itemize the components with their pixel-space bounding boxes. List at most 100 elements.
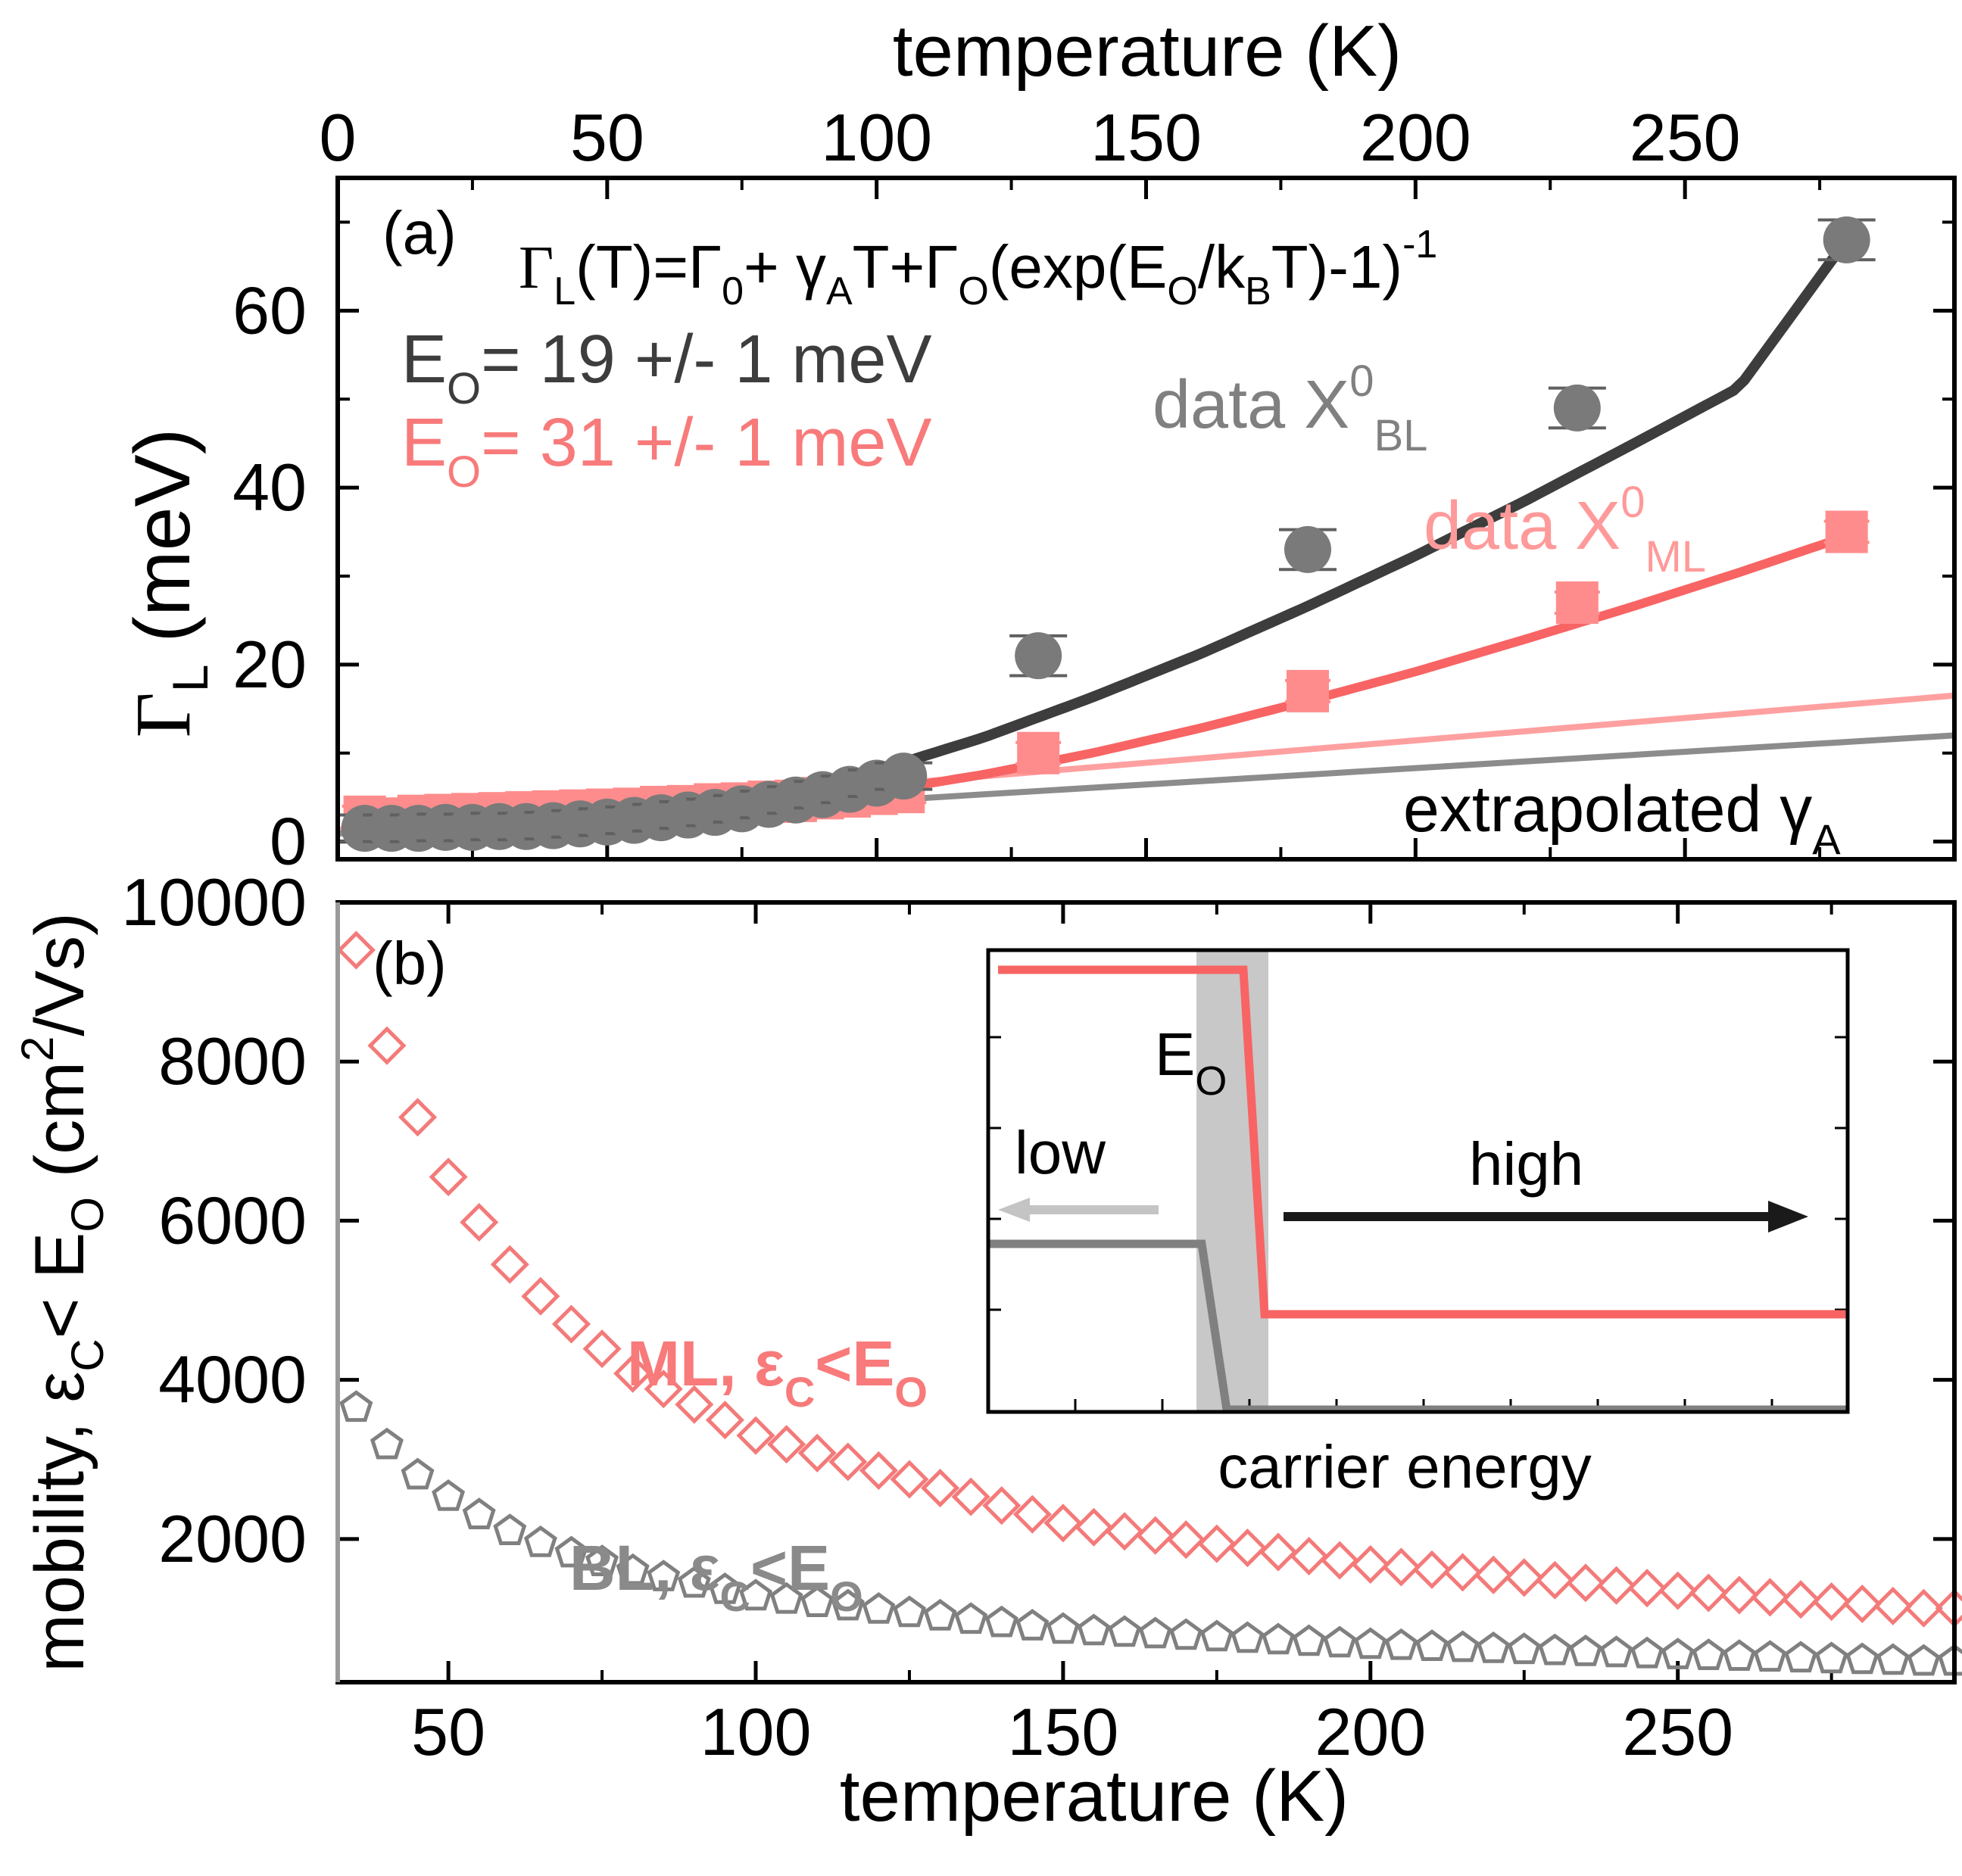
eo-ml-annotation: EO= 31 +/- 1 meV — [401, 405, 931, 497]
ml-mobility-point — [1505, 1558, 1544, 1597]
bl-mobility-point — [1630, 1636, 1664, 1669]
panel-b-y-ticks: 2000 4000 6000 8000 10000 — [121, 865, 1954, 1576]
ml-mobility-point — [613, 1354, 653, 1393]
ml-data-point — [1825, 510, 1868, 553]
ml-mobility-point — [1689, 1573, 1728, 1613]
bl-mobility-point — [923, 1598, 957, 1631]
ml-mobility-point — [951, 1477, 990, 1516]
bl-data-point — [1823, 216, 1870, 263]
svg-text:mobility, εC< EO (cm2/Vs): mobility, εC< EO (cm2/Vs) — [12, 912, 113, 1672]
panel-b: 50 100 150 200 250 2000 4000 6000 8000 10000 tem… — [12, 865, 1962, 1837]
panel-b-x-tick-label: 150 — [1007, 1694, 1118, 1769]
bl-mobility-point — [1538, 1633, 1572, 1666]
bl-data-point — [1553, 384, 1601, 432]
legend-bl-mobility: BL, εC<EO — [569, 1532, 863, 1620]
bl-mobility-point — [1353, 1627, 1387, 1659]
panel-b-x-tick-label: 250 — [1622, 1694, 1733, 1769]
panel-b-y-tick-label: 4000 — [158, 1342, 307, 1417]
ml-mobility-point — [1873, 1586, 1913, 1625]
ml-mobility-point — [982, 1486, 1022, 1525]
bl-mobility-point — [493, 1513, 527, 1545]
ml-mobility-point — [582, 1329, 622, 1369]
ml-mobility-point — [1412, 1550, 1452, 1589]
bl-mobility-point — [1599, 1635, 1633, 1668]
bl-mobility-point — [892, 1595, 926, 1628]
panel-a-frame — [335, 176, 1957, 862]
ml-mobility-point — [490, 1245, 529, 1284]
bl-mobility-point — [1477, 1631, 1511, 1663]
legend-extrapolated-gamma: extrapolated γA — [1403, 773, 1841, 863]
bl-mobility-point — [862, 1592, 896, 1624]
panel-a: temperature (K) 0 50 100 150 200 250 0204060 … — [119, 11, 1957, 879]
ml-mobility-point — [1043, 1504, 1083, 1543]
ml-data-point — [1017, 731, 1060, 774]
bl-mobility-point — [1015, 1609, 1050, 1641]
bl-mobility-point — [554, 1535, 588, 1568]
panel-b-x-tick-label: 50 — [411, 1694, 485, 1769]
ml-mobility-point — [1627, 1569, 1667, 1608]
ml-mobility-point — [1720, 1575, 1759, 1615]
bl-data-point — [1284, 525, 1331, 573]
panel-b-y-axis-label: mobility, εC< EO (cm2/Vs) — [12, 912, 113, 1672]
ml-mobility-point — [398, 1098, 438, 1137]
bl-mobility-point — [1415, 1629, 1449, 1661]
ml-mobility-point — [1781, 1580, 1820, 1619]
legend-data-ml: data X0ML — [1424, 478, 1706, 581]
svg-text:ΓL (meV): ΓL (meV) — [119, 428, 218, 738]
ml-mobility-point — [1443, 1553, 1483, 1592]
ml-mobility-point — [859, 1451, 898, 1490]
ml-mobility-point — [1320, 1541, 1359, 1580]
inset-low-arrowhead — [998, 1198, 1030, 1222]
ml-mobility-point — [429, 1158, 468, 1197]
panel-a-x-tick-label: 0 — [320, 100, 357, 175]
panel-b-y-tick-label: 10000 — [121, 865, 307, 940]
panel-b-x-tick-label: 100 — [700, 1694, 812, 1769]
bl-mobility-point — [432, 1479, 466, 1511]
panel-a-x-tick-label: 100 — [821, 100, 932, 175]
bl-mobility-point — [401, 1457, 435, 1490]
bl-mobility-point — [339, 1390, 373, 1423]
ml-mobility-point — [644, 1370, 683, 1409]
bl-mobility-point — [1753, 1640, 1787, 1672]
bl-mobility-point — [739, 1578, 772, 1611]
ml-mobility-point — [1535, 1560, 1574, 1600]
ml-mobility-point — [675, 1385, 714, 1424]
bl-mobility-point — [1907, 1644, 1941, 1676]
ml-mobility-point — [705, 1401, 744, 1440]
ml-mobility-point — [1750, 1578, 1789, 1617]
bl-mobility-point — [1169, 1618, 1203, 1650]
ml-mobility-point — [1136, 1516, 1175, 1555]
ml-mobility-point — [1197, 1524, 1237, 1563]
panel-a-x-tick-label: 150 — [1090, 100, 1202, 175]
fit-formula: ΓL(T)=Γ0+ γAT+ΓO(exp(EO/kBT)-1)-1 — [519, 223, 1437, 313]
ml-mobility-point — [736, 1416, 775, 1455]
ml-mobility-point — [1474, 1555, 1513, 1594]
bl-data-point — [1015, 632, 1062, 680]
bl-mobility-point — [647, 1560, 681, 1591]
inset-low-label: low — [1015, 1119, 1106, 1186]
bl-mobility-point — [1814, 1641, 1848, 1674]
bl-mobility-point — [1568, 1634, 1602, 1666]
bottom-x-axis-label: temperature (K) — [840, 1756, 1349, 1837]
bl-mobility-point — [1138, 1616, 1172, 1649]
panel-a-y-tick-label: 40 — [232, 450, 307, 525]
ml-mobility-point — [1658, 1571, 1698, 1610]
bl-mobility-point — [708, 1572, 742, 1604]
ml-mobility-point — [367, 1026, 407, 1065]
bl-mobility-point — [462, 1497, 496, 1529]
bl-mobility-point — [1938, 1644, 1962, 1676]
legend-ml-mobility: ML, εC<EO — [627, 1328, 928, 1416]
bl-mobility-point — [616, 1553, 650, 1585]
ml-data-point — [1287, 669, 1329, 712]
bl-mobility-point — [1507, 1632, 1541, 1665]
ml-mobility-point — [767, 1425, 806, 1464]
legend-data-bl: data X0BL — [1153, 357, 1427, 460]
ml-mobility-point — [1074, 1507, 1114, 1547]
bl-mobility-point — [585, 1544, 619, 1576]
panel-b-tag: (b) — [373, 930, 447, 997]
ml-mobility-point — [460, 1202, 499, 1242]
bl-mobility-point — [984, 1605, 1018, 1638]
ml-mobility-point — [1566, 1563, 1605, 1603]
ml-mobility-point — [890, 1460, 929, 1499]
